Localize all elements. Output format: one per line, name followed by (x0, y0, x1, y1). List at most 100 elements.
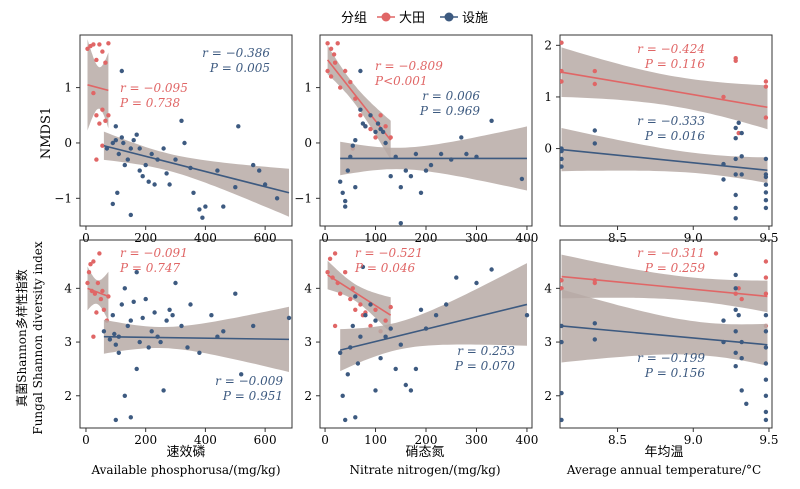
data-point-facility (188, 302, 193, 307)
data-point-facility (464, 151, 469, 157)
data-point-facility (236, 124, 241, 129)
data-point-facility (763, 345, 769, 350)
data-point-field (733, 58, 738, 63)
stat-label-facility: r = 0.253 (457, 344, 515, 358)
data-point-facility (131, 299, 136, 304)
x-tick-label: 200 (134, 433, 157, 447)
data-point-facility (739, 388, 744, 393)
data-point-facility (763, 361, 769, 366)
x-tick-label: 400 (194, 433, 217, 447)
fit-line-field (87, 84, 109, 92)
data-point-field (560, 40, 564, 45)
data-point-facility (131, 138, 136, 143)
x-tick-label: 200 (415, 433, 438, 447)
data-point-facility (179, 118, 184, 124)
data-point-field (91, 334, 96, 339)
fit-line-facility (340, 303, 528, 351)
fit-line-field (561, 275, 768, 298)
data-point-facility (173, 280, 178, 286)
data-point-field (91, 90, 96, 96)
data-point-field (335, 41, 340, 46)
data-point-facility (353, 138, 358, 143)
data-point-facility (137, 168, 142, 173)
confidence-band-facility (340, 263, 527, 372)
y-tick-label: 0 (304, 136, 312, 150)
data-point-facility (733, 192, 738, 198)
data-point-facility (134, 366, 139, 372)
data-point-facility (161, 146, 166, 151)
stat-label-facility: P = 0.005 (209, 61, 270, 75)
data-point-facility (345, 372, 350, 377)
data-point-facility (122, 286, 128, 291)
data-point-facility (203, 204, 208, 209)
data-point-facility (733, 329, 738, 334)
plot-area (560, 251, 769, 423)
data-point-facility (119, 68, 125, 74)
data-point-facility (358, 107, 363, 112)
data-point-facility (113, 417, 119, 423)
data-point-facility (257, 168, 262, 173)
data-point-field (91, 42, 96, 47)
data-point-facility (122, 162, 128, 168)
fit-line-field (326, 59, 392, 141)
panel-frame (79, 239, 293, 429)
data-point-facility (733, 350, 738, 355)
confidence-band-facility (103, 306, 290, 372)
data-point-facility (146, 345, 151, 350)
data-point-field (106, 113, 111, 118)
data-point-facility (353, 294, 358, 299)
x-tick-label: 100 (364, 231, 387, 245)
legend-title: 分组 (341, 11, 367, 26)
legend-label-facility: 设施 (462, 11, 488, 26)
data-point-field (327, 256, 333, 261)
data-point-facility (251, 162, 256, 168)
y-tick-label: 3 (304, 335, 312, 349)
data-point-facility (413, 151, 419, 157)
data-point-facility (140, 174, 145, 179)
legend-marker-facility (444, 12, 454, 22)
data-point-facility (368, 302, 373, 307)
stat-label-field: P = 0.259 (644, 261, 705, 275)
data-point-field (348, 296, 353, 302)
x-tick-label: 600 (254, 231, 277, 245)
data-point-facility (413, 366, 419, 372)
data-point-facility (115, 190, 120, 195)
data-point-field (358, 302, 363, 307)
stat-label-facility: P = 0.016 (644, 129, 705, 143)
data-point-facility (423, 168, 429, 173)
data-point-facility (408, 388, 414, 393)
x-tick-label: 8.5 (608, 231, 627, 245)
data-point-facility (363, 313, 368, 318)
data-point-facility (733, 272, 738, 278)
data-point-facility (128, 415, 133, 420)
data-point-facility (733, 136, 738, 141)
x-tick-label: 200 (415, 231, 438, 245)
data-point-field (103, 60, 108, 65)
x-tick-label: 100 (364, 433, 387, 447)
y-tick-label: −1 (54, 191, 72, 205)
data-point-field (95, 280, 101, 286)
stat-label-facility: P = 0.969 (419, 104, 480, 118)
data-point-facility (393, 366, 398, 372)
data-point-facility (403, 168, 408, 173)
y-tick-label: 0 (64, 136, 72, 150)
stat-label-facility: P = 0.156 (644, 366, 705, 380)
data-point-field (560, 286, 564, 291)
data-point-facility (733, 156, 738, 162)
data-point-facility (110, 313, 116, 318)
data-point-facility (721, 318, 726, 323)
stat-label-facility: r = −0.333 (637, 114, 705, 128)
data-point-field (383, 318, 388, 323)
stat-label-field: P = 0.046 (354, 261, 415, 275)
fit-line-field (561, 71, 768, 109)
data-point-facility (383, 334, 388, 339)
data-point-field (325, 270, 330, 275)
data-point-field (592, 68, 597, 74)
data-point-facility (112, 331, 117, 337)
x-tick-label: 300 (465, 433, 488, 447)
stat-label-field: r = −0.809 (375, 59, 443, 73)
data-point-facility (143, 296, 148, 302)
